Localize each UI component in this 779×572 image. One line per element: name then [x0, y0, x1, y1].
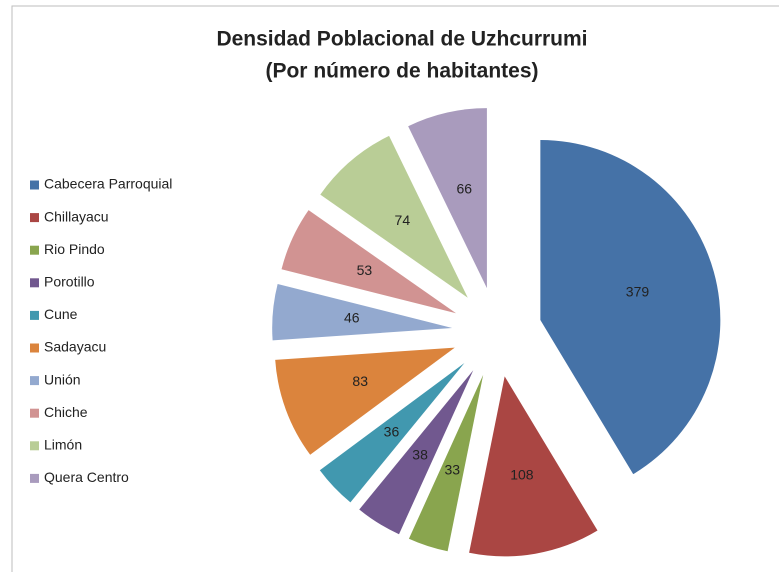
pie-slice — [275, 347, 455, 455]
pie-slice — [540, 139, 721, 475]
data-label: 38 — [412, 447, 428, 463]
legend-swatch — [30, 376, 39, 386]
legend-swatch — [30, 180, 39, 190]
pie-slice — [359, 370, 474, 535]
data-label: 36 — [384, 423, 400, 439]
legend-swatch — [30, 310, 39, 320]
pie-slice — [469, 376, 598, 557]
data-label: 74 — [395, 212, 411, 228]
data-label: 33 — [444, 461, 460, 477]
legend-label: Porotillo — [44, 274, 95, 290]
legend-label: Cune — [44, 306, 78, 322]
legend-label: Chillayacu — [44, 208, 109, 224]
legend-swatch — [30, 278, 39, 288]
legend-label: Chiche — [44, 404, 88, 420]
legend-label: Unión — [44, 371, 81, 387]
pie-slice — [408, 108, 487, 289]
chart-title: Densidad Poblacional de Uzhcurrumi — [216, 28, 587, 51]
legend-swatch — [30, 213, 39, 223]
data-label: 53 — [357, 262, 373, 278]
legend-label: Sadayacu — [44, 339, 106, 355]
legend-swatch — [30, 441, 39, 451]
legend-swatch — [30, 343, 39, 353]
legend-swatch — [30, 245, 39, 255]
chart-subtitle: (Por número de habitantes) — [265, 60, 538, 83]
legend-label: Limón — [44, 437, 82, 453]
legend-label: Rio Pindo — [44, 241, 105, 257]
data-label: 108 — [510, 466, 534, 482]
pie-slice — [320, 135, 468, 298]
data-label: 66 — [456, 181, 472, 197]
pie-slice — [408, 374, 484, 552]
data-label: 46 — [344, 310, 360, 326]
legend-label: Cabecera Parroquial — [44, 176, 172, 192]
data-label: 83 — [352, 373, 368, 389]
pie-slice — [272, 283, 453, 341]
pie-slice — [281, 210, 457, 314]
legend-swatch — [30, 473, 39, 483]
legend-swatch — [30, 408, 39, 418]
data-label: 379 — [626, 284, 650, 300]
pie-slice — [319, 363, 465, 503]
legend-label: Quera Centro — [44, 469, 129, 485]
